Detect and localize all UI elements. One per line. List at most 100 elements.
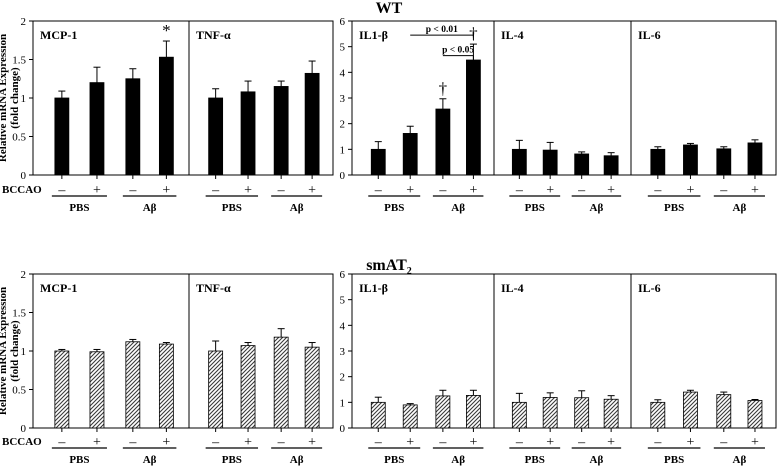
y-tick-label: 3 (340, 346, 346, 358)
panel-label: TNF-α (196, 281, 231, 295)
panel-mcp-1: MCP-1 – + – + PBS Aβ (32, 273, 190, 466)
chart-title: smAT2 (366, 257, 412, 277)
y-tick-label: 2 (21, 269, 27, 281)
condition-value: + (607, 183, 615, 198)
bar (435, 395, 451, 429)
y-tick-label: 0.5 (12, 132, 26, 144)
y-axis-title: Relative mRNA Expression(fold change) (0, 287, 21, 415)
bar (542, 149, 558, 176)
bar (747, 142, 763, 176)
group-label: Aβ (451, 202, 465, 214)
condition-value: + (244, 183, 252, 198)
group-label: Aβ (143, 454, 157, 466)
group-label: PBS (525, 202, 545, 214)
condition-value: – (57, 183, 66, 198)
y-tick-label: 1.5 (12, 308, 26, 320)
condition-value: + (244, 435, 252, 450)
condition-value: – (374, 183, 383, 198)
panel-mcp-1: MCP-1 – + – + * PBS Aβ (32, 20, 190, 214)
condition-value: – (438, 183, 447, 198)
condition-value: + (686, 183, 694, 198)
condition-value: + (308, 435, 316, 450)
y-axis-title-line: (fold change) (9, 67, 21, 129)
panel-frame (188, 273, 334, 429)
condition-value: – (515, 183, 524, 198)
significance-mark: * (162, 21, 171, 40)
bar (208, 97, 224, 176)
group-label: Aβ (451, 454, 465, 466)
condition-value: – (653, 435, 662, 450)
bar (574, 153, 590, 176)
condition-value: + (308, 183, 316, 198)
y-tick-label: 5 (340, 42, 346, 54)
panel-label: MCP-1 (40, 281, 77, 295)
condition-value: – (211, 183, 220, 198)
bar (125, 78, 141, 176)
bar (89, 351, 105, 429)
y-tick-label: 2 (340, 372, 346, 384)
bar (304, 72, 320, 176)
y-tick-label: 1 (340, 144, 346, 156)
panel-il-6: IL-6– + – +PBS Aβ (630, 20, 777, 214)
panel-frame (188, 20, 334, 176)
y-axis-title-line: Relative mRNA Expression (0, 287, 9, 415)
bar (273, 336, 289, 429)
condition-value: – (277, 435, 286, 450)
group-label: Aβ (733, 454, 747, 466)
group-label: PBS (222, 202, 242, 214)
bar (511, 401, 527, 429)
bar (466, 395, 481, 429)
bar (240, 345, 256, 429)
bar (511, 148, 527, 176)
bar (542, 397, 558, 429)
bar (650, 401, 666, 429)
panel-label: MCP-1 (40, 28, 77, 42)
panel-label: IL-6 (638, 28, 661, 42)
panel-il-6: IL-6– + – +PBS Aβ (630, 273, 777, 466)
condition-value: – (719, 183, 728, 198)
y-axis-title-line: (fold change) (9, 320, 21, 382)
bar (208, 350, 224, 429)
condition-label: BCCAO (2, 436, 42, 448)
condition-value: + (469, 183, 477, 198)
group-label: PBS (69, 202, 89, 214)
condition-value: + (406, 183, 414, 198)
bar (650, 148, 666, 176)
y-tick-label: 4 (340, 67, 346, 79)
group-label: Aβ (733, 202, 747, 214)
bar (54, 97, 70, 176)
panel-il1-: IL1-β – + – + † † p < 0.01 p < 0.05 PBS Aβ (351, 20, 495, 214)
p-value-label: p < 0.01 (426, 25, 458, 35)
condition-value: + (469, 435, 477, 450)
group-label: Aβ (590, 454, 604, 466)
condition-value: – (438, 435, 447, 450)
chart-wt: WT Relative mRNA Expression(fold change) B… (0, 0, 777, 214)
panel-label: IL-6 (638, 281, 661, 295)
bar (370, 401, 386, 429)
group-label: Aβ (290, 454, 304, 466)
y-axis-title: Relative mRNA Expression(fold change) (0, 34, 21, 162)
y-tick-label: 1 (21, 346, 27, 358)
bar (54, 350, 70, 429)
condition-value: + (93, 435, 101, 450)
y-tick-label: 6 (340, 269, 346, 281)
group-label: Aβ (143, 202, 157, 214)
y-tick-label: 1 (21, 93, 27, 105)
condition-value: – (515, 435, 524, 450)
condition-value: + (546, 183, 554, 198)
chart-smat2: smAT2 Relative mRNA Expression(fold chang… (0, 257, 777, 466)
bar (125, 341, 141, 429)
condition-value: + (546, 435, 554, 450)
bar (683, 144, 698, 176)
bar (89, 82, 105, 176)
bar (240, 91, 256, 176)
panel-frame (630, 273, 777, 429)
bar (716, 148, 732, 176)
panel-label: IL1-β (359, 281, 388, 295)
significance-mark: † (439, 79, 448, 98)
y-tick-label: 0 (21, 423, 27, 435)
condition-value: + (93, 183, 101, 198)
